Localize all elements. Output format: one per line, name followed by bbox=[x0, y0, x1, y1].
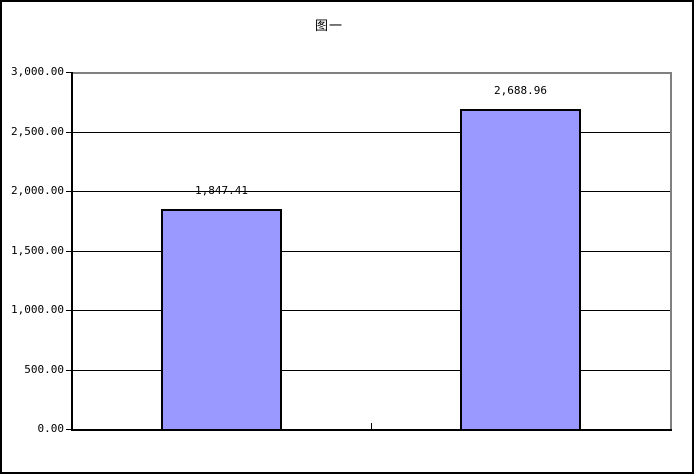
chart-title: 图一 bbox=[314, 19, 344, 34]
bar-value-label: 2,688.96 bbox=[494, 84, 547, 97]
y-axis-label: 3,000.00 bbox=[11, 65, 64, 78]
y-axis-label: 1,500.00 bbox=[11, 244, 64, 257]
y-axis-label: 500.00 bbox=[24, 363, 64, 376]
y-axis-label: 1,000.00 bbox=[11, 303, 64, 316]
data-bar bbox=[460, 109, 581, 429]
y-axis-label: 2,000.00 bbox=[11, 184, 64, 197]
y-gridline bbox=[66, 251, 670, 252]
y-gridline bbox=[66, 132, 670, 133]
bar-value-label: 1,847.41 bbox=[195, 184, 248, 197]
y-axis-label: 0.00 bbox=[37, 422, 65, 435]
y-axis-tick bbox=[66, 72, 72, 73]
x-axis-line bbox=[71, 429, 672, 431]
y-axis-tick bbox=[66, 429, 72, 430]
y-gridline bbox=[66, 191, 670, 192]
data-bar bbox=[161, 209, 282, 429]
y-gridline bbox=[66, 370, 670, 371]
y-gridline bbox=[66, 310, 670, 311]
y-axis-label: 2,500.00 bbox=[11, 125, 64, 138]
plot-area bbox=[72, 72, 672, 431]
y-axis-line bbox=[71, 72, 73, 431]
x-axis-tick bbox=[371, 423, 372, 429]
